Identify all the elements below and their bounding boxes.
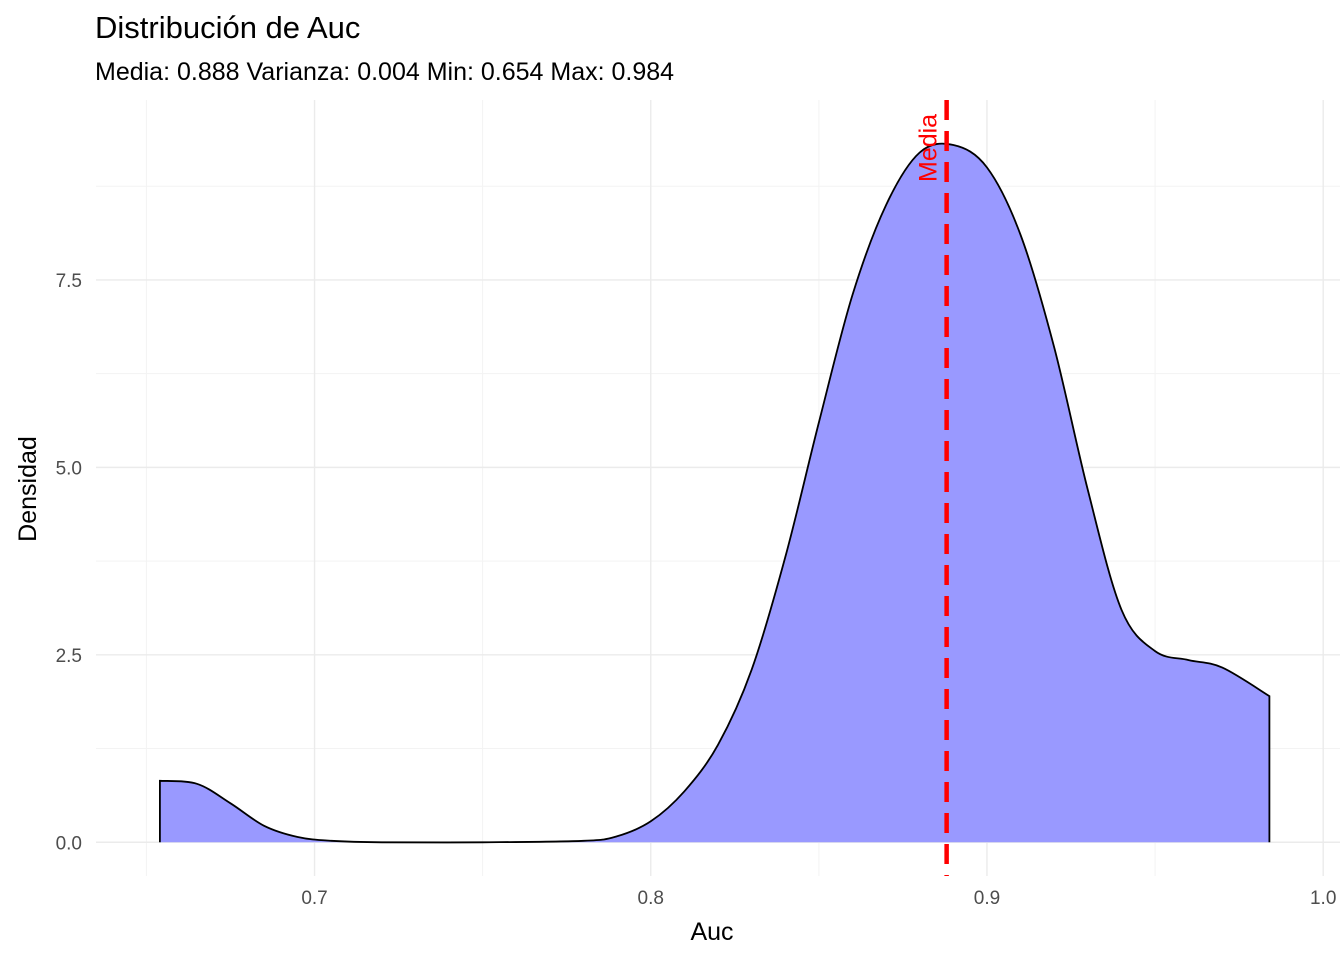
chart-title: Distribución de Auc xyxy=(95,10,361,45)
chart-subtitle: Media: 0.888 Varianza: 0.004 Min: 0.654 … xyxy=(95,58,675,86)
x-axis-title: Auc xyxy=(690,918,733,946)
x-tick-label: 0.7 xyxy=(301,888,327,909)
y-axis-title: Densidad xyxy=(14,436,42,542)
x-tick-label: 0.9 xyxy=(974,888,1000,909)
y-tick-label: 0.0 xyxy=(56,833,82,854)
y-tick-labels: 0.0 2.5 5.0 7.5 xyxy=(56,271,82,854)
x-tick-label: 0.8 xyxy=(638,888,664,909)
y-tick-label: 2.5 xyxy=(56,646,82,667)
y-tick-label: 7.5 xyxy=(56,271,82,292)
density-area xyxy=(159,143,1270,843)
x-tick-label: 1.0 xyxy=(1310,888,1336,909)
x-tick-labels: 0.7 0.8 0.9 1.0 xyxy=(301,888,1336,909)
mean-label: Media xyxy=(915,114,943,182)
density-line xyxy=(159,142,1271,844)
y-tick-label: 5.0 xyxy=(56,458,82,479)
